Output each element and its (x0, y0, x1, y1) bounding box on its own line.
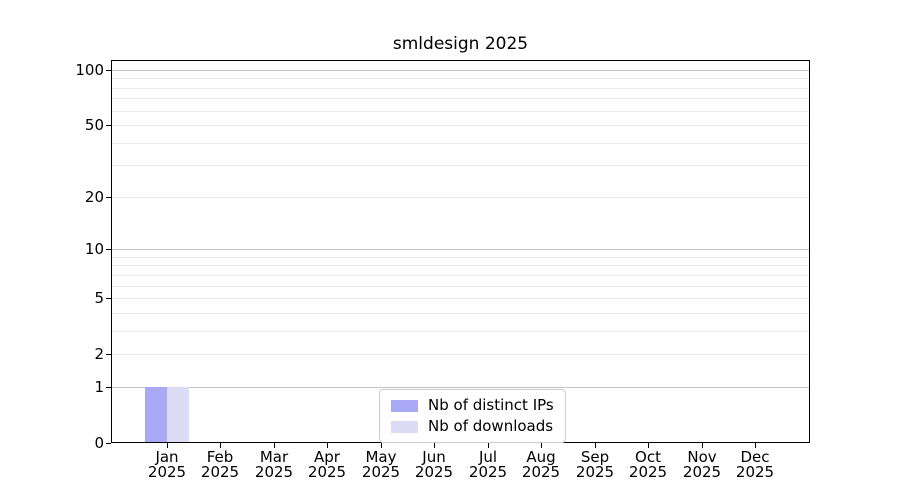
bar-downloads-jan (166, 386, 189, 442)
gridline-major (112, 70, 809, 71)
x-tick-mark (220, 443, 221, 448)
x-tick-label-oct: Oct 2025 (628, 448, 668, 481)
gridline-minor (112, 275, 809, 276)
gridline-major (112, 249, 809, 250)
gridline-minor (112, 98, 809, 99)
x-tick-label-mar: Mar 2025 (254, 448, 294, 481)
x-tick-mark (274, 443, 275, 448)
x-tick-label-sep: Sep 2025 (575, 448, 615, 481)
y-tick-label: 10 (84, 240, 104, 258)
x-tick-mark (595, 443, 596, 448)
legend-item-distinct-ips: Nb of distinct IPs (391, 398, 554, 413)
x-tick-label-dec: Dec 2025 (735, 448, 775, 481)
gridline-major (112, 387, 809, 388)
y-tick-mark (106, 298, 111, 299)
chart-title: smldesign 2025 (392, 34, 529, 54)
plot-inner (112, 61, 809, 442)
gridline-minor (112, 197, 809, 198)
legend-swatch-downloads (391, 420, 418, 433)
y-tick-label: 50 (84, 116, 104, 134)
x-tick-mark (702, 443, 703, 448)
y-tick-mark (106, 125, 111, 126)
legend-label-distinct-ips: Nb of distinct IPs (428, 396, 554, 414)
x-tick-label-apr: Apr 2025 (307, 448, 347, 481)
legend-item-downloads: Nb of downloads (391, 419, 554, 434)
legend-swatch-distinct-ips (391, 399, 418, 412)
y-tick-mark (106, 197, 111, 198)
y-tick-label: 2 (94, 345, 104, 363)
gridline-minor (112, 265, 809, 266)
gridline-minor (112, 257, 809, 258)
x-tick-label-feb: Feb 2025 (200, 448, 240, 481)
gridline-minor (112, 286, 809, 287)
y-tick-label: 1 (94, 378, 104, 396)
gridline-minor (112, 78, 809, 79)
y-tick-mark (106, 249, 111, 250)
legend: Nb of distinct IPs Nb of downloads (379, 389, 566, 443)
x-tick-label-jan: Jan 2025 (147, 448, 187, 481)
y-tick-label: 0 (94, 434, 104, 452)
x-tick-label-jul: Jul 2025 (468, 448, 508, 481)
y-tick-label: 100 (75, 61, 104, 79)
x-tick-mark (381, 443, 382, 448)
gridline-minor (112, 354, 809, 355)
gridline-minor (112, 125, 809, 126)
legend-label-downloads: Nb of downloads (428, 417, 554, 435)
x-tick-label-aug: Aug 2025 (521, 448, 561, 481)
gridline-minor (112, 111, 809, 112)
gridline-minor (112, 143, 809, 144)
y-tick-mark (106, 443, 111, 444)
gridline-minor (112, 88, 809, 89)
y-tick-mark (106, 70, 111, 71)
gridline-minor (112, 313, 809, 314)
gridline-minor (112, 298, 809, 299)
x-tick-label-may: May 2025 (361, 448, 401, 481)
x-tick-label-nov: Nov 2025 (682, 448, 722, 481)
y-tick-label: 20 (84, 188, 104, 206)
x-tick-mark (648, 443, 649, 448)
gridline-minor (112, 331, 809, 332)
x-tick-label-jun: Jun 2025 (414, 448, 454, 481)
x-tick-mark (755, 443, 756, 448)
gridline-minor (112, 165, 809, 166)
x-tick-mark (167, 443, 168, 448)
x-tick-mark (488, 443, 489, 448)
bar-distinct-ips-jan (144, 386, 167, 442)
x-tick-mark (541, 443, 542, 448)
plot-area: Nb of distinct IPs Nb of downloads (111, 60, 810, 443)
x-tick-mark (327, 443, 328, 448)
y-tick-mark (106, 354, 111, 355)
x-tick-mark (434, 443, 435, 448)
y-tick-mark (106, 387, 111, 388)
y-tick-label: 5 (94, 289, 104, 307)
